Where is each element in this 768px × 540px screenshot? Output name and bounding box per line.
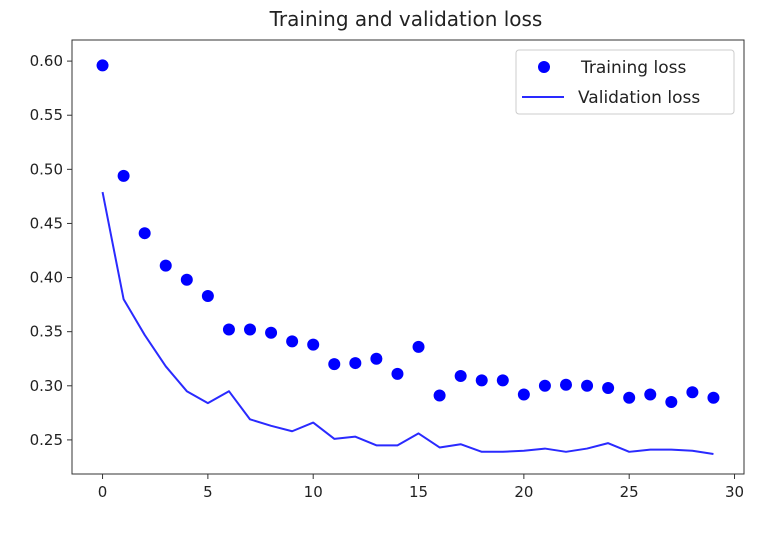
axis-ticks: 0 5 10 15 20 25 30 0.25 0.30 0.35 0.40 0.45 0.50 0.55… [30,52,744,501]
x-tick-label: 5 [203,483,213,501]
training-loss-point [201,289,214,302]
y-tick-label: 0.40 [30,269,63,287]
legend-marker-training [538,61,550,73]
training-loss-point [391,367,404,380]
validation-loss-series [101,191,714,455]
x-tick-label: 20 [514,483,533,501]
training-loss-point [686,386,699,399]
legend-label-validation: Validation loss [578,88,700,108]
training-loss-point [517,388,530,401]
training-loss-point [707,391,720,404]
training-loss-point [370,352,383,365]
legend: Training loss Validation loss [515,49,735,115]
y-tick-label: 0.55 [30,106,63,124]
y-tick-label: 0.50 [30,160,63,178]
training-loss-point [433,389,446,402]
training-loss-point [138,227,151,240]
training-loss-point [349,357,362,370]
validation-loss-line [101,191,714,455]
training-loss-point [412,340,425,353]
y-tick-label: 0.25 [30,431,63,449]
training-loss-point [538,379,551,392]
x-tick-label: 30 [725,483,744,501]
training-loss-point [602,381,615,394]
training-loss-point [286,335,299,348]
training-loss-series [96,59,720,409]
y-tick-label: 0.35 [30,323,63,341]
training-loss-point [222,323,235,336]
training-loss-point [623,391,636,404]
training-loss-point [496,374,509,387]
chart-title: Training and validation loss [269,7,543,31]
training-loss-point [559,378,572,391]
x-tick-label: 10 [304,483,323,501]
training-loss-point [665,396,678,409]
y-tick-label: 0.60 [30,52,63,70]
y-tick-label: 0.45 [30,214,63,232]
training-loss-point [644,388,657,401]
x-tick-label: 25 [620,483,639,501]
training-loss-point [454,370,467,383]
x-tick-label: 15 [409,483,428,501]
training-loss-point [475,374,488,387]
legend-box [515,49,735,115]
training-loss-point [307,338,320,351]
training-loss-point [96,59,109,72]
x-tick-label: 0 [98,483,108,501]
training-loss-point [180,273,193,286]
training-loss-point [244,323,257,336]
training-loss-point [159,259,172,272]
training-loss-point [581,379,594,392]
y-tick-label: 0.30 [30,377,63,395]
legend-label-training: Training loss [580,58,686,78]
training-loss-point [265,326,278,339]
training-loss-point [117,169,130,182]
training-loss-point [328,358,341,371]
plot-frame [71,39,745,475]
